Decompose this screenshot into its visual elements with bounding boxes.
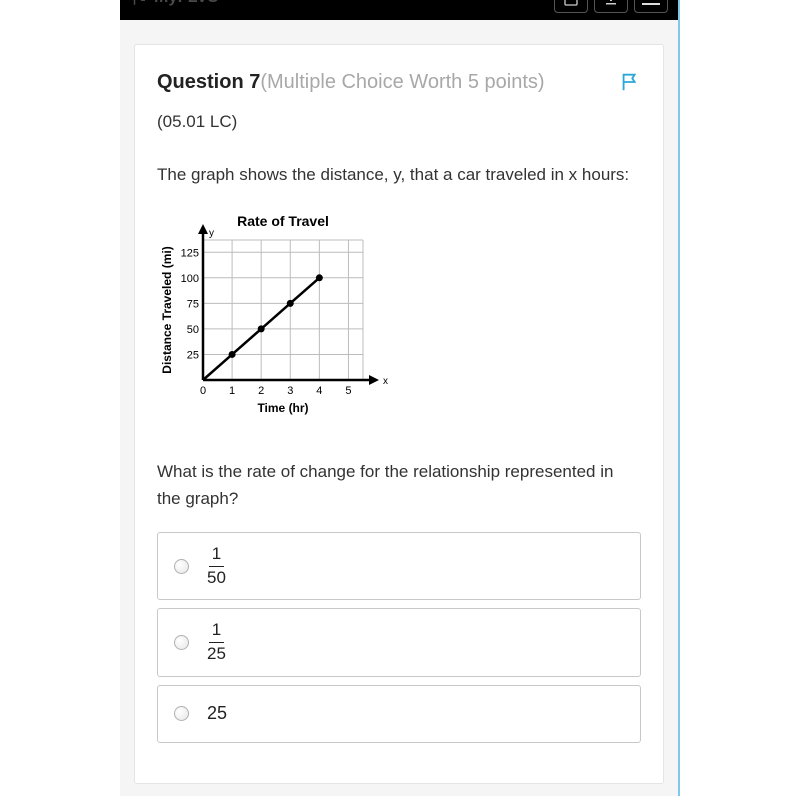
svg-text:y: y — [209, 228, 214, 239]
svg-text:0: 0 — [200, 385, 206, 397]
choice-fraction: 150 — [207, 545, 226, 587]
topbar-actions — [554, 0, 668, 13]
svg-text:75: 75 — [187, 299, 199, 311]
svg-text:Time (hr): Time (hr) — [257, 401, 308, 415]
svg-text:Rate of Travel: Rate of Travel — [237, 213, 329, 229]
question-label: Question — [157, 71, 249, 93]
svg-text:4: 4 — [316, 385, 322, 397]
app-frame: myFLVS Question 7(Multiple Choice Worth … — [120, 0, 680, 796]
svg-text:2: 2 — [258, 385, 264, 397]
chart-container: Rate of Travel y x 0 1 2 3 4 5 25 50 75 100 125 Time (… — [157, 212, 407, 435]
question-code: (05.01 LC) — [157, 112, 641, 132]
answer-choice[interactable]: 150 — [157, 532, 641, 600]
svg-text:50: 50 — [187, 324, 199, 336]
svg-text:1: 1 — [229, 385, 235, 397]
choice-fraction: 125 — [207, 621, 226, 663]
question-card: Question 7(Multiple Choice Worth 5 point… — [134, 44, 664, 784]
radio-icon — [174, 706, 189, 721]
question-worth: (Multiple Choice Worth 5 points) — [260, 71, 544, 93]
svg-text:Distance Traveled (mi): Distance Traveled (mi) — [160, 247, 174, 374]
menu-icon[interactable] — [634, 0, 668, 13]
question-header: Question 7(Multiple Choice Worth 5 point… — [157, 71, 641, 98]
logo[interactable]: myFLVS — [130, 0, 219, 7]
svg-text:25: 25 — [187, 350, 199, 362]
svg-text:125: 125 — [181, 248, 199, 260]
svg-text:x: x — [383, 376, 388, 387]
question-prompt: The graph shows the distance, y, that a … — [157, 162, 641, 188]
answer-choices: 150 125 25 — [157, 532, 641, 743]
upload-icon[interactable] — [594, 0, 628, 13]
question-number: 7 — [249, 71, 260, 93]
page-icon[interactable] — [554, 0, 588, 13]
svg-text:100: 100 — [181, 273, 199, 285]
radio-icon — [174, 559, 189, 574]
flag-question-button[interactable] — [619, 71, 641, 98]
topbar: myFLVS — [120, 0, 678, 20]
choice-value: 25 — [207, 703, 227, 724]
rate-of-travel-chart: Rate of Travel y x 0 1 2 3 4 5 25 50 75 100 125 Time (… — [157, 212, 407, 430]
radio-icon — [174, 635, 189, 650]
logo-text: myFLVS — [154, 0, 219, 7]
svg-text:3: 3 — [287, 385, 293, 397]
question-title: Question 7(Multiple Choice Worth 5 point… — [157, 71, 545, 94]
answer-choice[interactable]: 125 — [157, 608, 641, 676]
svg-text:5: 5 — [345, 385, 351, 397]
flag-logo-icon — [130, 0, 148, 7]
question-followup: What is the rate of change for the relat… — [157, 459, 641, 512]
answer-choice[interactable]: 25 — [157, 685, 641, 743]
